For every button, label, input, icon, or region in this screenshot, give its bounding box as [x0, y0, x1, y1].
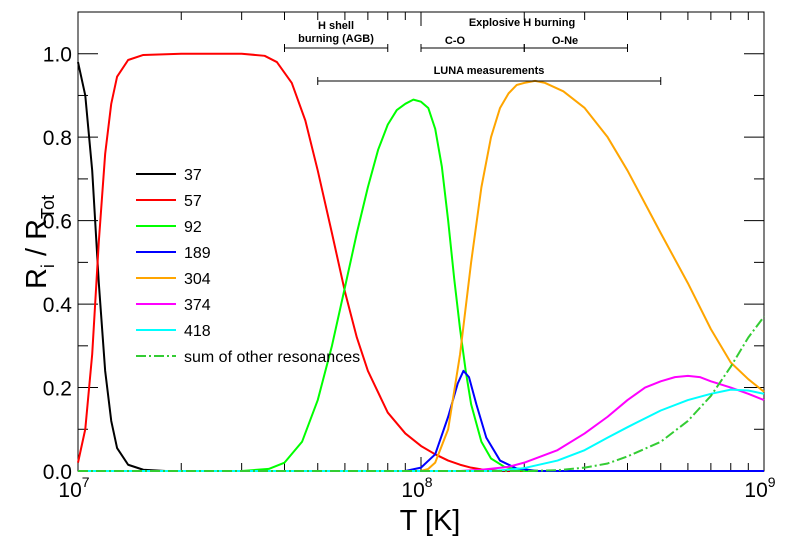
annotation-c-o: C-O: [445, 35, 466, 47]
legend-label: 418: [184, 323, 211, 340]
legend-label: sum of other resonances: [184, 349, 360, 366]
annotation-explosive: Explosive H burning: [469, 17, 575, 29]
legend-label: 92: [184, 219, 202, 236]
series-curves: [77, 52, 765, 472]
annotation-h-shell-line2: burning (AGB): [298, 33, 374, 45]
curve-92: [78, 98, 764, 472]
svg-text:Ri / RTot: Ri / RTot: [21, 195, 58, 289]
axis-titles: T [K] Ri / RTot: [21, 195, 460, 536]
curve-374: [78, 374, 765, 472]
y-tick-label: 0.8: [43, 127, 72, 150]
x-tick-label: 107: [58, 474, 89, 502]
legend-label: 189: [184, 245, 211, 262]
curve-57: [77, 52, 764, 472]
x-tick-label: 109: [744, 474, 775, 502]
annotations: H shell burning (AGB) Explosive H burnin…: [284, 17, 662, 85]
legend-label: 37: [184, 167, 202, 184]
curve-189: [78, 369, 764, 472]
legend-label: 57: [184, 193, 202, 210]
y-axis-title: Ri / RTot: [21, 195, 58, 289]
legend-label: 304: [184, 271, 211, 288]
legend-label: 374: [184, 297, 211, 314]
legend: 37 57 92 189 304 374 418 sum of other resonance…: [136, 167, 360, 366]
y-tick-label: 0.0: [43, 461, 72, 484]
y-axis-title-sub-tot: Tot: [38, 195, 58, 219]
y-axis-title-sub-i: i: [38, 264, 58, 268]
y-tick-label: 0.4: [43, 294, 73, 317]
y-tick-label: 1.0: [43, 44, 72, 67]
x-axis-title: T [K]: [400, 505, 461, 536]
plot-frame: [77, 11, 765, 472]
y-axis-title-slash: / R: [21, 219, 53, 264]
curve-sum-of-other-resonances: [78, 316, 765, 472]
x-tick-label: 108: [401, 474, 432, 502]
y-tick-label: 0.6: [43, 211, 72, 234]
axis-ticks: 0.0 0.2 0.4 0.6 0.8 1.0 107 108 109: [43, 11, 776, 502]
y-axis-title-r: R: [21, 268, 53, 289]
curve-304: [78, 79, 765, 472]
y-tick-label: 0.2: [43, 378, 72, 401]
annotation-h-shell-line1: H shell: [318, 20, 354, 32]
curve-418: [78, 388, 765, 472]
annotation-o-ne: O-Ne: [552, 35, 578, 47]
annotation-luna: LUNA measurements: [434, 65, 545, 77]
